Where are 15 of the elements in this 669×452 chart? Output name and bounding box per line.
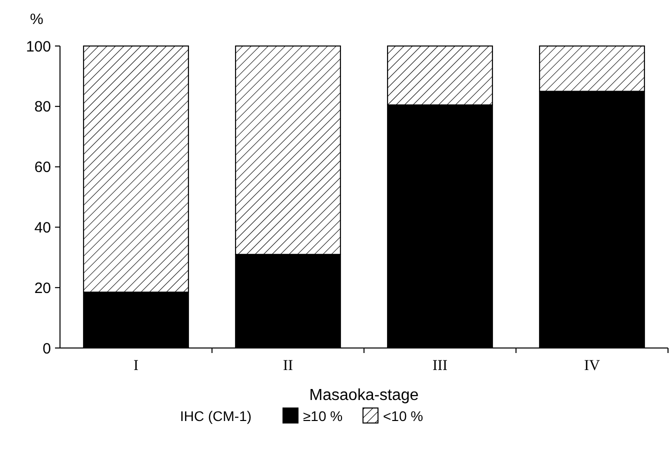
x-tick-label: I	[134, 358, 138, 374]
y-tick-label: 20	[34, 280, 51, 297]
x-tick-label: II	[283, 358, 293, 374]
x-tick-label: IV	[584, 358, 600, 374]
y-tick-label: 100	[26, 38, 51, 56]
x-tick-label: III	[432, 358, 448, 374]
x-axis-title: Masaoka-stage	[309, 387, 419, 404]
y-tick-label: 40	[34, 219, 51, 236]
y-axis-title: %	[30, 11, 44, 28]
y-tick-label: 0	[42, 340, 51, 358]
legend-label: ≥10 %	[303, 408, 343, 424]
y-tick-label: 60	[34, 159, 51, 176]
legend-label: <10 %	[383, 408, 424, 424]
y-tick-label: 80	[34, 98, 51, 116]
legend-title: IHC (CM-1)	[180, 408, 252, 424]
